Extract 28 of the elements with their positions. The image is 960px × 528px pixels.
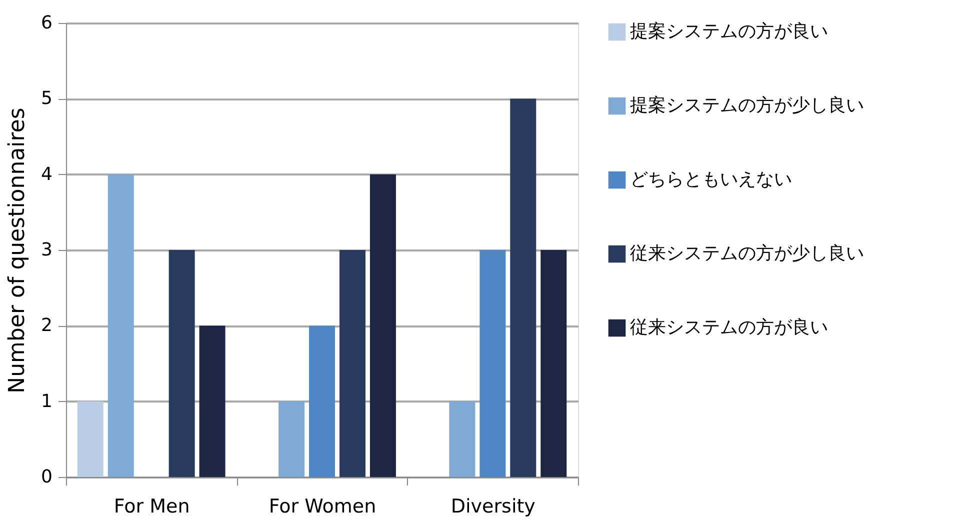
y-tick-label: 3 — [41, 240, 52, 260]
x-tick-label: Diversity — [450, 496, 536, 518]
legend-label: 従来システムの方が良い — [630, 317, 828, 338]
bar — [199, 326, 226, 477]
bar — [540, 250, 567, 477]
y-tick-label: 5 — [41, 88, 52, 110]
legend-label: どちらともいえない — [630, 169, 792, 190]
y-axis-title: Number of questionnaires — [5, 108, 30, 394]
bar — [449, 401, 476, 477]
legend-label: 従来システムの方が少し良い — [630, 243, 864, 264]
bar — [108, 174, 134, 477]
bar — [480, 250, 506, 477]
legend-label: 提案システムの方が少し良い — [630, 95, 864, 116]
bar — [309, 326, 335, 477]
bar — [278, 401, 305, 477]
bar — [168, 250, 195, 477]
bar — [510, 98, 536, 477]
y-tick-label: 2 — [41, 315, 52, 336]
legend-label: 提案システムの方が良い — [630, 21, 828, 42]
x-tick-label: For Men — [114, 496, 190, 518]
y-tick-label: 6 — [41, 12, 52, 34]
y-tick-label: 1 — [41, 390, 52, 412]
bar — [339, 250, 366, 477]
x-tick-label: For Women — [268, 496, 376, 518]
bar — [77, 401, 104, 477]
y-tick-label: 0 — [41, 466, 52, 488]
y-tick-label: 4 — [41, 164, 52, 185]
bar — [370, 174, 396, 477]
